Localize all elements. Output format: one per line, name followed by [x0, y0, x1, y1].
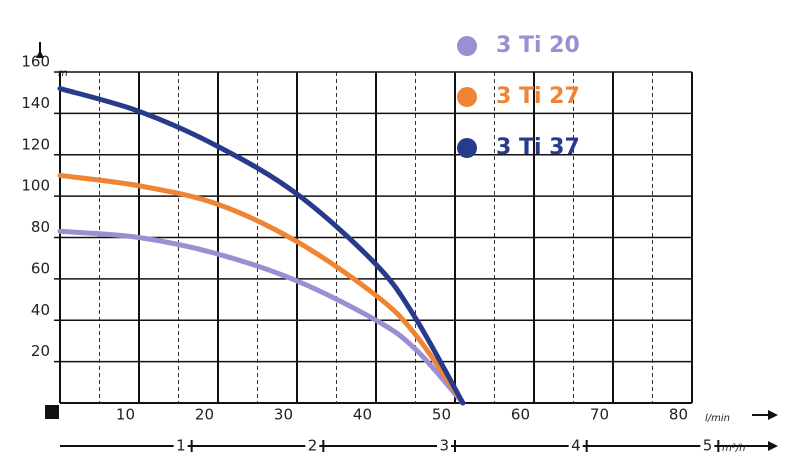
- x-tick-label: 70: [590, 406, 609, 424]
- y-tick-label: 120: [21, 135, 50, 153]
- x-tick-label: 50: [432, 406, 451, 424]
- curve: [57, 172, 466, 406]
- x-tick-label: 80: [669, 406, 688, 424]
- x-tick-label: 40: [353, 406, 372, 424]
- y-tick-label: 160: [21, 53, 50, 71]
- x2-label-bg: [437, 438, 451, 454]
- legend-label: 3 Ti 27: [496, 84, 580, 109]
- x2-tick-label: 1: [176, 437, 186, 455]
- x2-label-bg: [305, 438, 320, 454]
- x2-unit: m³/h: [722, 443, 745, 454]
- curve: [57, 228, 466, 406]
- x2-tick-label: 5: [703, 437, 713, 455]
- x2-label-bg: [568, 438, 583, 454]
- x-tick-label: 30: [274, 406, 293, 424]
- y-tick-label: 40: [31, 301, 50, 319]
- y-tick-label: 140: [21, 94, 50, 112]
- x2-tick-label: 4: [571, 437, 581, 455]
- x-unit: l/min: [705, 413, 730, 424]
- y-tick-label: 20: [31, 342, 50, 360]
- y-tick-label: 60: [31, 259, 50, 277]
- x-tick-label: 60: [511, 406, 530, 424]
- x2-arrow: [768, 441, 778, 451]
- x2-tick-label: 3: [439, 437, 449, 455]
- legend-label: 3 Ti 20: [496, 33, 580, 58]
- y-tick-label: 80: [31, 218, 50, 236]
- x2-label-bg: [700, 438, 715, 454]
- x-tick-label: 20: [195, 406, 214, 424]
- legend-marker: [457, 138, 477, 158]
- curve: [57, 86, 466, 406]
- x-tick-label: 10: [116, 406, 135, 424]
- x2-label-bg: [173, 438, 188, 454]
- legend-marker: [457, 87, 477, 107]
- y-unit: m: [58, 68, 68, 79]
- legend-label: 3 Ti 37: [496, 135, 580, 160]
- legend-marker: [457, 36, 477, 56]
- y-tick-label: 100: [21, 177, 50, 195]
- x-arrow: [768, 410, 778, 420]
- x2-tick-label: 2: [308, 437, 318, 455]
- origin-square: [45, 405, 59, 419]
